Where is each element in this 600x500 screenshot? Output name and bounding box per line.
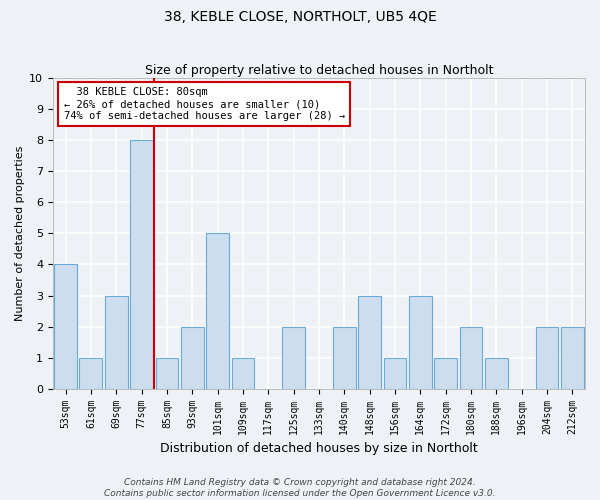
Y-axis label: Number of detached properties: Number of detached properties	[15, 146, 25, 321]
Bar	[536, 326, 559, 388]
Bar	[409, 296, 432, 388]
X-axis label: Distribution of detached houses by size in Northolt: Distribution of detached houses by size …	[160, 442, 478, 455]
Bar	[155, 358, 178, 388]
Text: 38, KEBLE CLOSE, NORTHOLT, UB5 4QE: 38, KEBLE CLOSE, NORTHOLT, UB5 4QE	[164, 10, 436, 24]
Bar	[333, 326, 356, 388]
Text: Contains HM Land Registry data © Crown copyright and database right 2024.
Contai: Contains HM Land Registry data © Crown c…	[104, 478, 496, 498]
Bar	[561, 326, 584, 388]
Bar	[105, 296, 128, 388]
Bar	[206, 234, 229, 388]
Bar	[434, 358, 457, 388]
Title: Size of property relative to detached houses in Northolt: Size of property relative to detached ho…	[145, 64, 493, 77]
Bar	[485, 358, 508, 388]
Bar	[232, 358, 254, 388]
Bar	[54, 264, 77, 388]
Bar	[358, 296, 381, 388]
Bar	[79, 358, 102, 388]
Bar	[460, 326, 482, 388]
Bar	[282, 326, 305, 388]
Bar	[181, 326, 203, 388]
Bar	[383, 358, 406, 388]
Text: 38 KEBLE CLOSE: 80sqm
← 26% of detached houses are smaller (10)
74% of semi-deta: 38 KEBLE CLOSE: 80sqm ← 26% of detached …	[64, 88, 345, 120]
Bar	[130, 140, 153, 388]
